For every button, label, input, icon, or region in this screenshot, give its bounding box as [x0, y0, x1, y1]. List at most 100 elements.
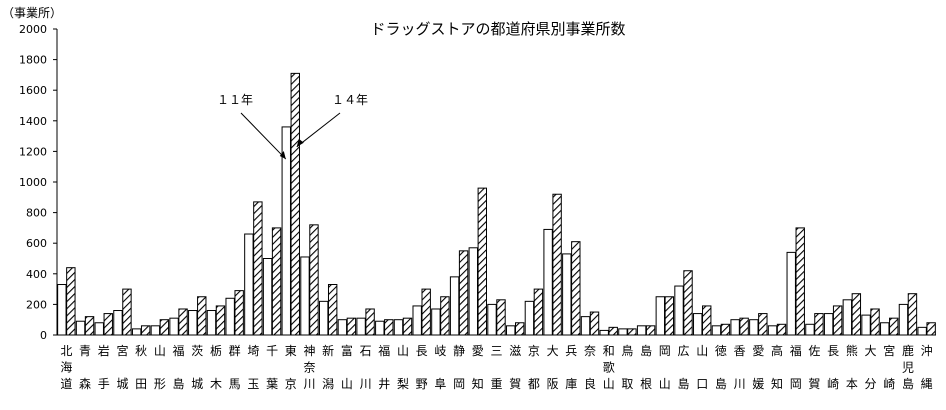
x-category-label: 東京	[285, 344, 297, 391]
x-category-char: 重	[490, 377, 502, 391]
annotation-arrow-14	[296, 112, 341, 148]
x-category-char: 宮	[116, 343, 128, 358]
x-category-char: 道	[60, 377, 72, 391]
x-category-label: 佐賀	[808, 344, 820, 391]
bar-14	[889, 317, 899, 336]
bar-14	[402, 317, 413, 336]
x-category-char: 京	[285, 377, 297, 391]
x-category-char: 鳥	[621, 343, 633, 358]
x-category-char: 島	[715, 376, 727, 391]
y-tick-label: 1000	[19, 176, 47, 189]
chart-title: ドラッグストアの都道府県別事業所数	[370, 20, 625, 38]
y-tick-label: 1400	[19, 115, 47, 128]
x-category-char: 青	[79, 344, 91, 358]
bar-14	[309, 224, 319, 336]
x-category-char: 岡	[790, 377, 802, 391]
x-category-char: 香	[734, 344, 746, 358]
bar-11	[412, 305, 422, 336]
x-category-label: 山形	[154, 344, 166, 391]
x-category-char: 山	[603, 377, 615, 391]
x-category-label: 静岡	[453, 344, 465, 391]
x-category-char: 野	[416, 377, 428, 391]
x-category-char: 井	[378, 377, 390, 391]
annotation-label-11: １１年	[217, 93, 253, 107]
bar-14	[234, 290, 244, 336]
bar-14	[496, 299, 506, 336]
x-category-char: 北	[60, 344, 72, 358]
x-category-label: 山口	[696, 344, 708, 391]
x-category-label: 新潟	[322, 343, 334, 391]
bar-11	[880, 322, 890, 336]
x-category-char: 城	[191, 377, 203, 391]
bar-14	[795, 227, 805, 336]
x-category-label: 岡山	[659, 344, 671, 391]
x-category-char: 福	[790, 343, 802, 358]
x-axis-labels: 北海道青森岩手宮城秋田山形福島茨城栃木群馬埼玉千葉東京神奈川新潟富山石川福井山梨…	[60, 343, 932, 391]
x-category-char: 阪	[547, 377, 559, 391]
annotation-label-14: １４年	[332, 93, 368, 107]
y-tick-label: 200	[26, 298, 47, 311]
x-category-char: 城	[116, 377, 128, 391]
x-category-label: 岩手	[98, 343, 110, 391]
x-category-label: 高知	[771, 343, 783, 391]
y-tick-label: 800	[26, 207, 47, 220]
x-category-char: 崎	[827, 377, 839, 391]
x-category-char: 大	[865, 344, 877, 358]
bar-14	[552, 193, 562, 336]
bar-11	[693, 313, 703, 336]
bar-14	[440, 296, 450, 336]
x-category-label: 奈良	[584, 344, 596, 391]
x-category-char: 和	[603, 344, 615, 358]
x-category-char: 新	[322, 343, 334, 358]
x-category-label: 栃木	[210, 344, 222, 391]
x-category-char: 沖	[921, 344, 933, 358]
bar-11	[898, 303, 909, 336]
bar-11	[861, 314, 871, 336]
x-category-label: 三重	[490, 344, 502, 391]
x-category-char: 川	[734, 377, 746, 391]
x-category-char: 縄	[921, 376, 933, 391]
x-category-label: 愛媛	[752, 344, 764, 391]
bar-14	[664, 296, 675, 336]
bar-14	[720, 323, 731, 336]
bars-group	[57, 72, 936, 336]
y-tick-label: 1800	[19, 54, 47, 67]
bar-14	[683, 270, 693, 336]
bar-14	[589, 311, 600, 336]
y-tick-label: 2000	[19, 23, 47, 36]
x-category-char: 崎	[883, 377, 895, 391]
x-category-char: 海	[60, 360, 72, 375]
bar-14	[327, 284, 338, 336]
bar-11	[281, 126, 291, 336]
bar-14	[159, 319, 170, 336]
x-category-char: 広	[678, 344, 690, 358]
x-category-char: 京	[528, 344, 540, 358]
x-category-char: 埼	[247, 344, 259, 358]
x-category-char: 川	[303, 377, 315, 391]
bar-14	[477, 187, 487, 336]
x-category-label: 北海道	[60, 344, 72, 391]
bar-11	[674, 285, 684, 336]
bar-14	[421, 288, 431, 336]
x-category-char: 福	[378, 343, 390, 358]
x-category-char: 知	[771, 377, 783, 391]
x-category-char: 滋	[509, 344, 521, 358]
x-category-char: 賀	[509, 377, 521, 391]
x-category-label: 岐阜	[434, 344, 446, 391]
bar-11	[506, 325, 516, 336]
x-category-char: 岩	[98, 343, 110, 358]
bar-11	[786, 251, 796, 336]
x-category-label: 山梨	[397, 344, 409, 391]
bar-11	[375, 320, 385, 336]
x-category-label: 鹿児島	[902, 343, 914, 391]
bar-11	[75, 320, 86, 336]
x-category-char: 形	[154, 377, 166, 391]
bar-11	[225, 297, 235, 336]
bar-14	[253, 201, 263, 336]
bar-11	[206, 310, 217, 336]
x-category-char: 神	[303, 344, 315, 358]
x-category-char: 良	[584, 376, 596, 391]
bar-11	[562, 253, 572, 336]
bar-11	[767, 325, 778, 336]
x-category-char: 葉	[266, 377, 278, 391]
